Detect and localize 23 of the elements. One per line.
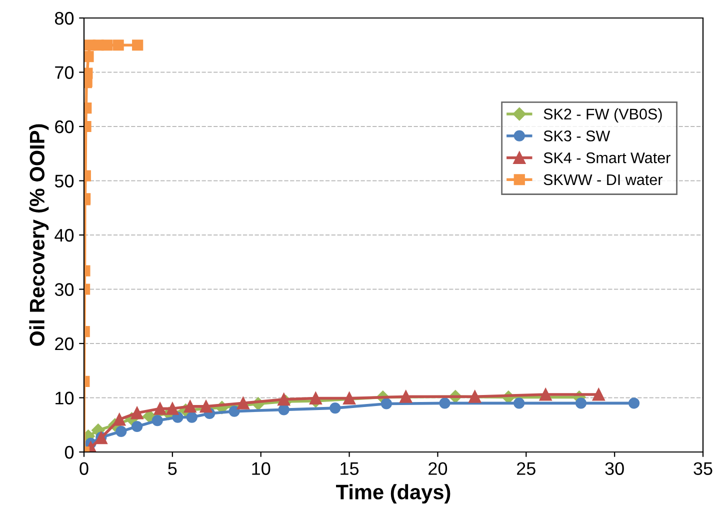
legend-label: SK2 - FW (VB0S) xyxy=(544,108,662,122)
y-tick-label: 70 xyxy=(55,66,74,79)
x-tick-label: 10 xyxy=(252,462,270,475)
x-axis-title: Time (days) xyxy=(336,484,450,504)
y-tick-label: 50 xyxy=(54,174,74,188)
y-axis-title: Oil Recovery (% OOIP) xyxy=(29,124,49,346)
y-tick-label: 40 xyxy=(54,228,74,242)
x-tick-label: 5 xyxy=(168,462,177,475)
y-tick-label: 30 xyxy=(54,283,74,296)
legend-label: SK3 - SW xyxy=(544,130,610,142)
legend-label: SKWW - DI water xyxy=(544,174,662,186)
y-tick-label: 10 xyxy=(56,392,74,404)
y-tick-label: 80 xyxy=(54,12,74,25)
y-tick-label: 0 xyxy=(64,446,74,459)
x-tick-label: 25 xyxy=(517,462,536,475)
x-tick-label: 30 xyxy=(605,462,624,475)
y-tick-label: 20 xyxy=(55,337,74,350)
x-tick-label: 35 xyxy=(694,462,712,475)
x-tick-label: 15 xyxy=(340,462,359,475)
x-tick-label: 0 xyxy=(80,462,88,475)
legend-label: SK4 - Smart Water xyxy=(544,152,670,164)
x-tick-label: 20 xyxy=(428,462,448,475)
y-tick-label: 60 xyxy=(55,120,74,134)
